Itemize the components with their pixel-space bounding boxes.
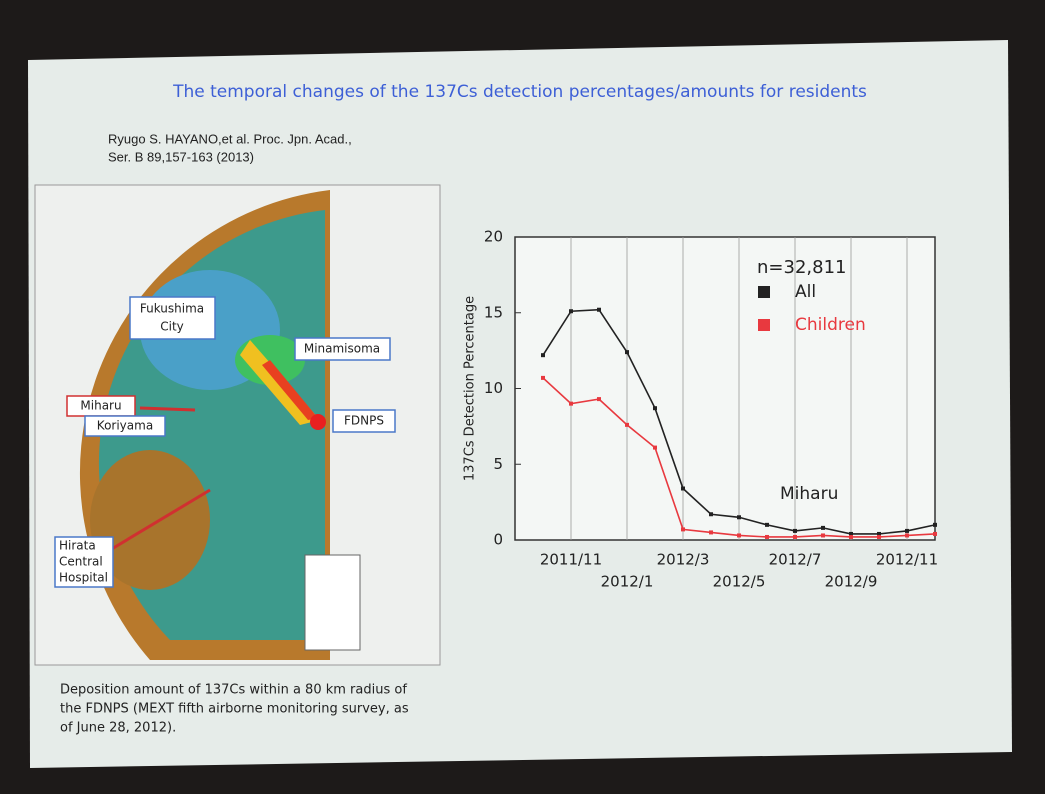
- annotation: n=32,811: [757, 257, 846, 278]
- point: [541, 353, 545, 357]
- map-label: FDNPS: [344, 414, 384, 428]
- map-label: Central: [59, 555, 103, 569]
- y-tick-label: 15: [484, 303, 503, 321]
- legend-label: All: [795, 282, 816, 302]
- point: [653, 446, 657, 450]
- point: [933, 532, 937, 536]
- point: [681, 486, 685, 490]
- point: [737, 515, 741, 519]
- point: [905, 533, 909, 537]
- x-tick-label: 2012/5: [713, 573, 766, 591]
- point: [625, 423, 629, 427]
- legend-swatch: [758, 286, 770, 298]
- arrow: [140, 408, 195, 410]
- map-label: Fukushima: [140, 302, 204, 316]
- map-label: Minamisoma: [304, 342, 380, 356]
- map-label: Hospital: [59, 571, 108, 585]
- point: [765, 535, 769, 539]
- citation: Ryugo S. HAYANO,et al. Proc. Jpn. Acad.,: [108, 131, 352, 146]
- point: [877, 535, 881, 539]
- point: [933, 523, 937, 527]
- citation: Ser. B 89,157-163 (2013): [108, 149, 254, 164]
- point: [569, 402, 573, 406]
- page: The temporal changes of the 137Cs detect…: [0, 0, 1045, 794]
- y-tick-label: 0: [493, 531, 503, 549]
- point: [597, 397, 601, 401]
- legend-swatch: [758, 319, 770, 331]
- point: [821, 533, 825, 537]
- point: [765, 523, 769, 527]
- y-tick-label: 20: [484, 228, 503, 246]
- point: [737, 533, 741, 537]
- map-label: Hirata: [59, 539, 96, 553]
- point: [569, 309, 573, 313]
- point: [625, 350, 629, 354]
- caption: the FDNPS (MEXT fifth airborne monitorin…: [60, 702, 409, 717]
- point: [653, 406, 657, 410]
- chart: 051015202011/112012/12012/32012/52012/72…: [463, 228, 939, 591]
- x-tick-label: 2011/11: [540, 551, 602, 569]
- point: [541, 376, 545, 380]
- slide-title: The temporal changes of the 137Cs detect…: [172, 82, 867, 102]
- map: Fukushima City Minamisoma Miharu Koriyam…: [35, 185, 440, 665]
- x-tick-label: 2012/1: [601, 573, 654, 591]
- point: [849, 535, 853, 539]
- point: [821, 526, 825, 530]
- x-tick-label: 2012/9: [825, 573, 878, 591]
- point: [709, 512, 713, 516]
- map-label: Koriyama: [97, 419, 153, 433]
- map-label: City: [160, 320, 184, 334]
- fdnps-marker: [310, 414, 326, 430]
- map-legend: [305, 555, 360, 650]
- point: [681, 527, 685, 531]
- legend-label: Children: [795, 315, 866, 335]
- y-tick-label: 10: [484, 379, 503, 397]
- map-label: Miharu: [80, 399, 121, 413]
- slide-photo: The temporal changes of the 137Cs detect…: [0, 0, 1045, 794]
- caption: Deposition amount of 137Cs within a 80 k…: [60, 683, 407, 698]
- point: [793, 529, 797, 533]
- point: [709, 530, 713, 534]
- point: [905, 529, 909, 533]
- y-axis-label: 137Cs Detection Percentage: [463, 296, 478, 481]
- point: [597, 308, 601, 312]
- x-tick-label: 2012/7: [769, 551, 822, 569]
- point: [793, 535, 797, 539]
- caption: of June 28, 2012).: [60, 721, 176, 736]
- annotation: Miharu: [780, 484, 838, 504]
- plot-area: [515, 237, 935, 540]
- y-tick-label: 5: [493, 455, 503, 473]
- x-tick-label: 2012/3: [657, 551, 710, 569]
- x-tick-label: 2012/11: [876, 551, 938, 569]
